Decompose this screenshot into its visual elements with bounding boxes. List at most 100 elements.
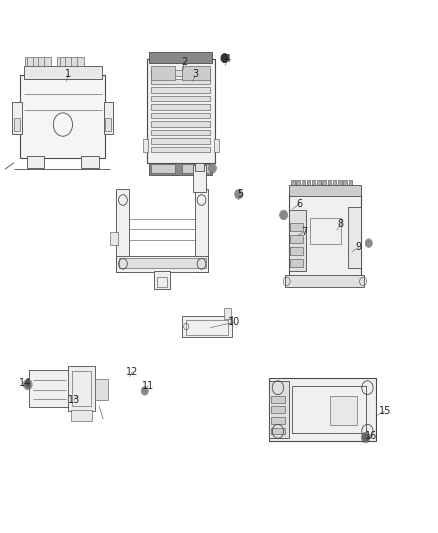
Bar bbox=[289, 209, 306, 271]
Bar bbox=[269, 378, 376, 441]
Bar bbox=[72, 371, 91, 406]
Bar bbox=[20, 75, 106, 158]
Bar bbox=[157, 277, 167, 287]
Bar bbox=[193, 165, 206, 192]
Bar bbox=[195, 163, 204, 171]
Circle shape bbox=[363, 434, 369, 441]
Bar bbox=[151, 139, 210, 144]
Bar bbox=[151, 113, 210, 118]
Bar bbox=[29, 370, 71, 407]
Bar bbox=[151, 147, 210, 152]
Bar bbox=[286, 275, 364, 287]
Bar bbox=[290, 235, 303, 243]
Bar bbox=[110, 232, 118, 245]
Bar bbox=[151, 130, 210, 135]
Text: 9: 9 bbox=[356, 243, 362, 252]
Bar bbox=[12, 102, 22, 134]
Bar bbox=[27, 157, 44, 168]
Text: 13: 13 bbox=[68, 395, 80, 406]
Bar bbox=[24, 66, 102, 79]
Bar bbox=[151, 96, 210, 101]
Bar bbox=[349, 180, 352, 184]
Bar bbox=[25, 56, 51, 66]
Text: 6: 6 bbox=[297, 199, 303, 209]
Text: 3: 3 bbox=[192, 69, 198, 79]
Bar bbox=[343, 180, 347, 184]
Bar bbox=[71, 381, 78, 399]
Bar bbox=[81, 157, 99, 168]
Bar bbox=[271, 406, 285, 413]
Bar bbox=[328, 180, 331, 184]
Circle shape bbox=[221, 54, 228, 62]
Text: 10: 10 bbox=[228, 317, 240, 327]
Bar bbox=[154, 271, 170, 289]
Bar bbox=[68, 366, 95, 411]
Bar bbox=[182, 66, 210, 80]
Bar bbox=[149, 163, 212, 174]
Text: 8: 8 bbox=[337, 219, 343, 229]
Bar bbox=[214, 139, 219, 152]
Bar bbox=[296, 180, 300, 184]
Bar bbox=[322, 180, 326, 184]
Circle shape bbox=[236, 190, 242, 198]
Bar bbox=[117, 189, 130, 272]
Bar bbox=[348, 207, 361, 268]
Text: 15: 15 bbox=[379, 406, 391, 416]
Bar bbox=[292, 386, 366, 433]
Bar bbox=[151, 79, 210, 84]
Bar bbox=[104, 102, 113, 134]
Text: 12: 12 bbox=[127, 367, 139, 377]
Text: 14: 14 bbox=[18, 378, 31, 389]
Bar bbox=[105, 118, 111, 131]
Bar bbox=[143, 139, 148, 152]
Bar bbox=[269, 381, 289, 438]
Bar bbox=[151, 66, 175, 80]
Bar bbox=[151, 104, 210, 110]
Text: 5: 5 bbox=[237, 189, 243, 199]
Bar bbox=[271, 395, 285, 402]
Bar bbox=[151, 87, 210, 93]
Circle shape bbox=[142, 387, 148, 394]
Bar bbox=[182, 164, 210, 173]
Text: 2: 2 bbox=[181, 57, 187, 67]
Bar bbox=[289, 193, 361, 276]
Bar bbox=[333, 180, 336, 184]
Bar bbox=[271, 417, 285, 424]
Bar bbox=[195, 189, 208, 272]
Circle shape bbox=[281, 211, 287, 219]
Circle shape bbox=[209, 165, 215, 172]
Bar bbox=[151, 164, 175, 173]
Bar bbox=[151, 70, 210, 76]
Bar bbox=[57, 56, 84, 66]
Text: 1: 1 bbox=[65, 69, 71, 79]
Text: 16: 16 bbox=[365, 431, 377, 441]
Circle shape bbox=[366, 240, 371, 246]
Bar bbox=[117, 256, 208, 272]
Bar bbox=[182, 316, 232, 337]
Text: 11: 11 bbox=[142, 381, 154, 391]
Bar bbox=[338, 180, 342, 184]
Bar bbox=[271, 427, 285, 434]
Text: 7: 7 bbox=[301, 227, 307, 237]
Bar bbox=[330, 395, 357, 425]
Bar bbox=[71, 410, 92, 421]
Bar bbox=[290, 223, 303, 231]
Bar bbox=[14, 118, 20, 131]
Bar bbox=[149, 52, 212, 63]
Bar bbox=[310, 217, 341, 244]
Bar bbox=[290, 259, 303, 266]
Bar bbox=[312, 180, 315, 184]
Bar bbox=[291, 180, 294, 184]
Bar bbox=[224, 308, 231, 319]
Bar bbox=[147, 59, 215, 163]
Text: 4: 4 bbox=[225, 54, 231, 64]
Bar bbox=[289, 184, 361, 196]
Circle shape bbox=[25, 381, 31, 388]
Bar bbox=[301, 180, 305, 184]
Bar bbox=[151, 122, 210, 127]
Bar bbox=[119, 258, 206, 268]
Bar bbox=[317, 180, 321, 184]
Bar bbox=[290, 247, 303, 255]
Bar bbox=[186, 320, 228, 335]
Bar bbox=[307, 180, 310, 184]
